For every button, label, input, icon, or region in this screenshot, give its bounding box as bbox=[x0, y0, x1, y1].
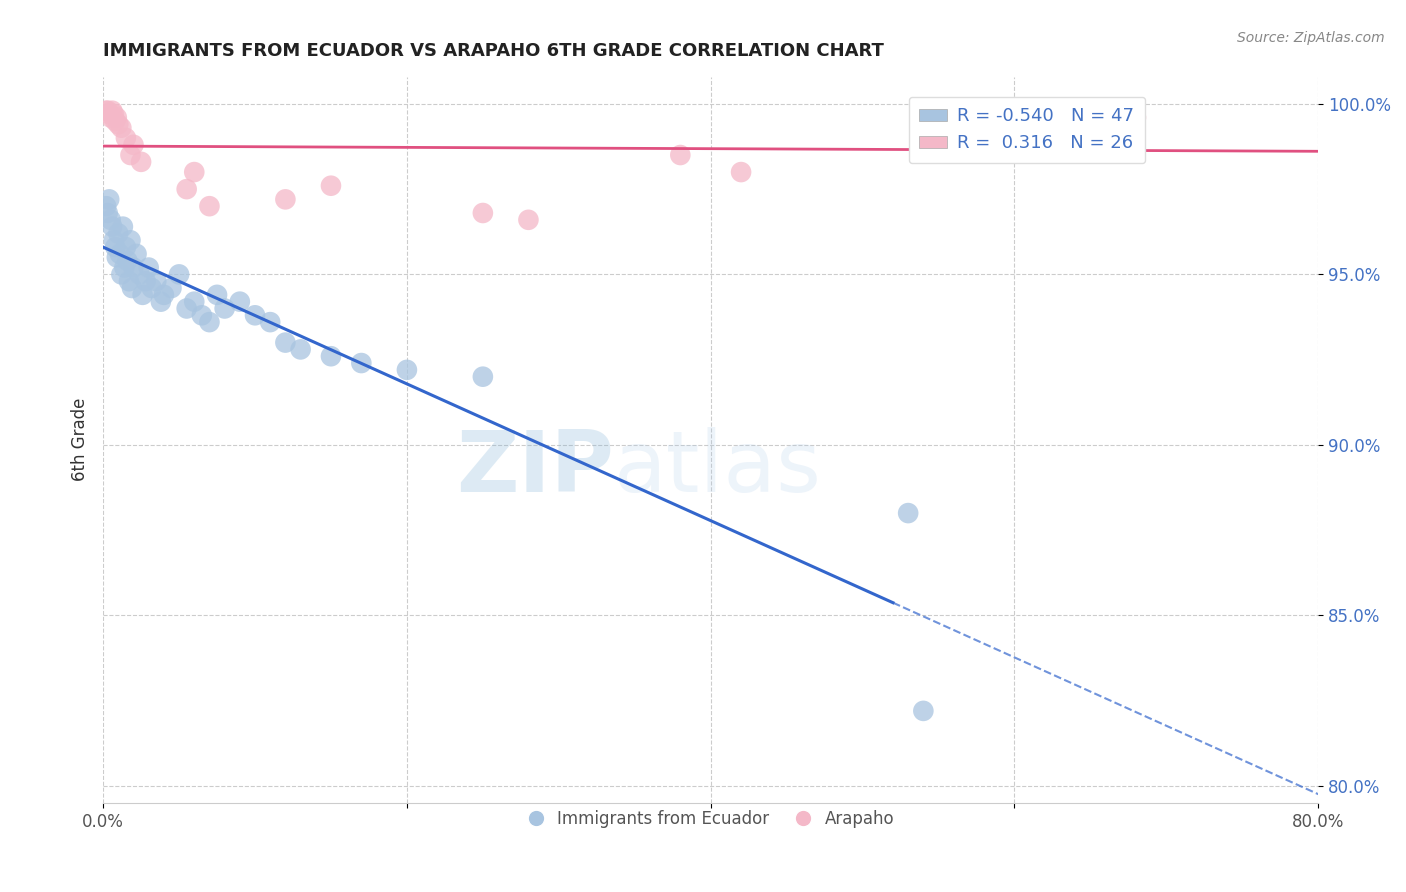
Point bbox=[118, 274, 141, 288]
Point bbox=[274, 335, 297, 350]
Point bbox=[243, 308, 266, 322]
Point bbox=[176, 182, 198, 196]
Point bbox=[107, 117, 129, 131]
Point bbox=[129, 154, 152, 169]
Point bbox=[897, 506, 920, 520]
Point bbox=[1033, 107, 1056, 121]
Point bbox=[160, 281, 183, 295]
Point bbox=[135, 274, 157, 288]
Point bbox=[1125, 111, 1147, 125]
Point bbox=[176, 301, 198, 316]
Y-axis label: 6th Grade: 6th Grade bbox=[72, 398, 89, 482]
Point bbox=[101, 103, 124, 118]
Point bbox=[100, 212, 122, 227]
Point bbox=[191, 308, 214, 322]
Point bbox=[117, 253, 139, 268]
Point bbox=[198, 315, 221, 329]
Point bbox=[141, 281, 163, 295]
Point bbox=[131, 288, 153, 302]
Point bbox=[471, 369, 494, 384]
Point bbox=[104, 240, 127, 254]
Point bbox=[115, 131, 138, 145]
Point bbox=[122, 260, 145, 275]
Point bbox=[973, 103, 995, 118]
Point bbox=[105, 250, 128, 264]
Point bbox=[108, 247, 131, 261]
Text: ZIP: ZIP bbox=[456, 427, 613, 510]
Point bbox=[103, 233, 125, 247]
Point bbox=[121, 281, 143, 295]
Point bbox=[153, 288, 176, 302]
Point bbox=[112, 260, 135, 275]
Point bbox=[115, 240, 138, 254]
Point bbox=[110, 268, 132, 282]
Point bbox=[730, 165, 752, 179]
Point bbox=[120, 233, 142, 247]
Point bbox=[319, 349, 342, 363]
Point bbox=[110, 120, 132, 135]
Point bbox=[350, 356, 373, 370]
Point bbox=[104, 114, 127, 128]
Legend: Immigrants from Ecuador, Arapaho: Immigrants from Ecuador, Arapaho bbox=[520, 803, 901, 835]
Text: Source: ZipAtlas.com: Source: ZipAtlas.com bbox=[1237, 31, 1385, 45]
Point bbox=[198, 199, 221, 213]
Text: atlas: atlas bbox=[613, 427, 821, 510]
Point bbox=[122, 137, 145, 152]
Point bbox=[669, 148, 692, 162]
Point bbox=[319, 178, 342, 193]
Point bbox=[128, 268, 150, 282]
Point bbox=[101, 219, 124, 234]
Point bbox=[98, 192, 121, 206]
Point bbox=[145, 274, 167, 288]
Point bbox=[167, 268, 190, 282]
Point bbox=[120, 148, 142, 162]
Text: IMMIGRANTS FROM ECUADOR VS ARAPAHO 6TH GRADE CORRELATION CHART: IMMIGRANTS FROM ECUADOR VS ARAPAHO 6TH G… bbox=[103, 42, 884, 60]
Point bbox=[229, 294, 252, 309]
Point bbox=[96, 103, 118, 118]
Point bbox=[105, 111, 128, 125]
Point bbox=[274, 192, 297, 206]
Point bbox=[912, 704, 935, 718]
Point bbox=[149, 294, 172, 309]
Point bbox=[183, 294, 205, 309]
Point bbox=[259, 315, 281, 329]
Point bbox=[471, 206, 494, 220]
Point bbox=[97, 103, 120, 118]
Point bbox=[107, 227, 129, 241]
Point bbox=[205, 288, 228, 302]
Point bbox=[98, 107, 121, 121]
Point bbox=[183, 165, 205, 179]
Point bbox=[96, 199, 118, 213]
Point bbox=[214, 301, 236, 316]
Point bbox=[125, 247, 148, 261]
Point bbox=[100, 111, 122, 125]
Point bbox=[517, 212, 540, 227]
Point bbox=[103, 107, 125, 121]
Point bbox=[111, 219, 134, 234]
Point bbox=[290, 343, 312, 357]
Point bbox=[395, 363, 418, 377]
Point bbox=[97, 206, 120, 220]
Point bbox=[138, 260, 160, 275]
